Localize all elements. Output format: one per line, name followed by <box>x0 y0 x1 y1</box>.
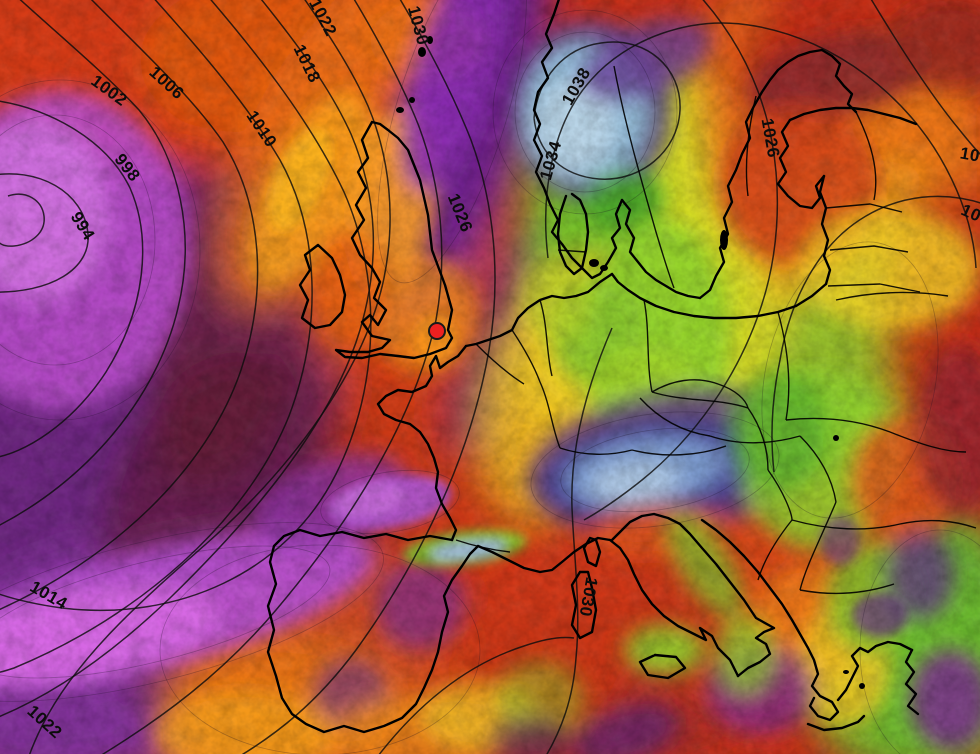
isobar-label: 10 <box>958 200 980 225</box>
country-borders <box>455 65 977 595</box>
location-marker[interactable] <box>428 322 446 340</box>
coastlines <box>266 0 920 734</box>
isobar-label: 10 <box>958 143 980 165</box>
